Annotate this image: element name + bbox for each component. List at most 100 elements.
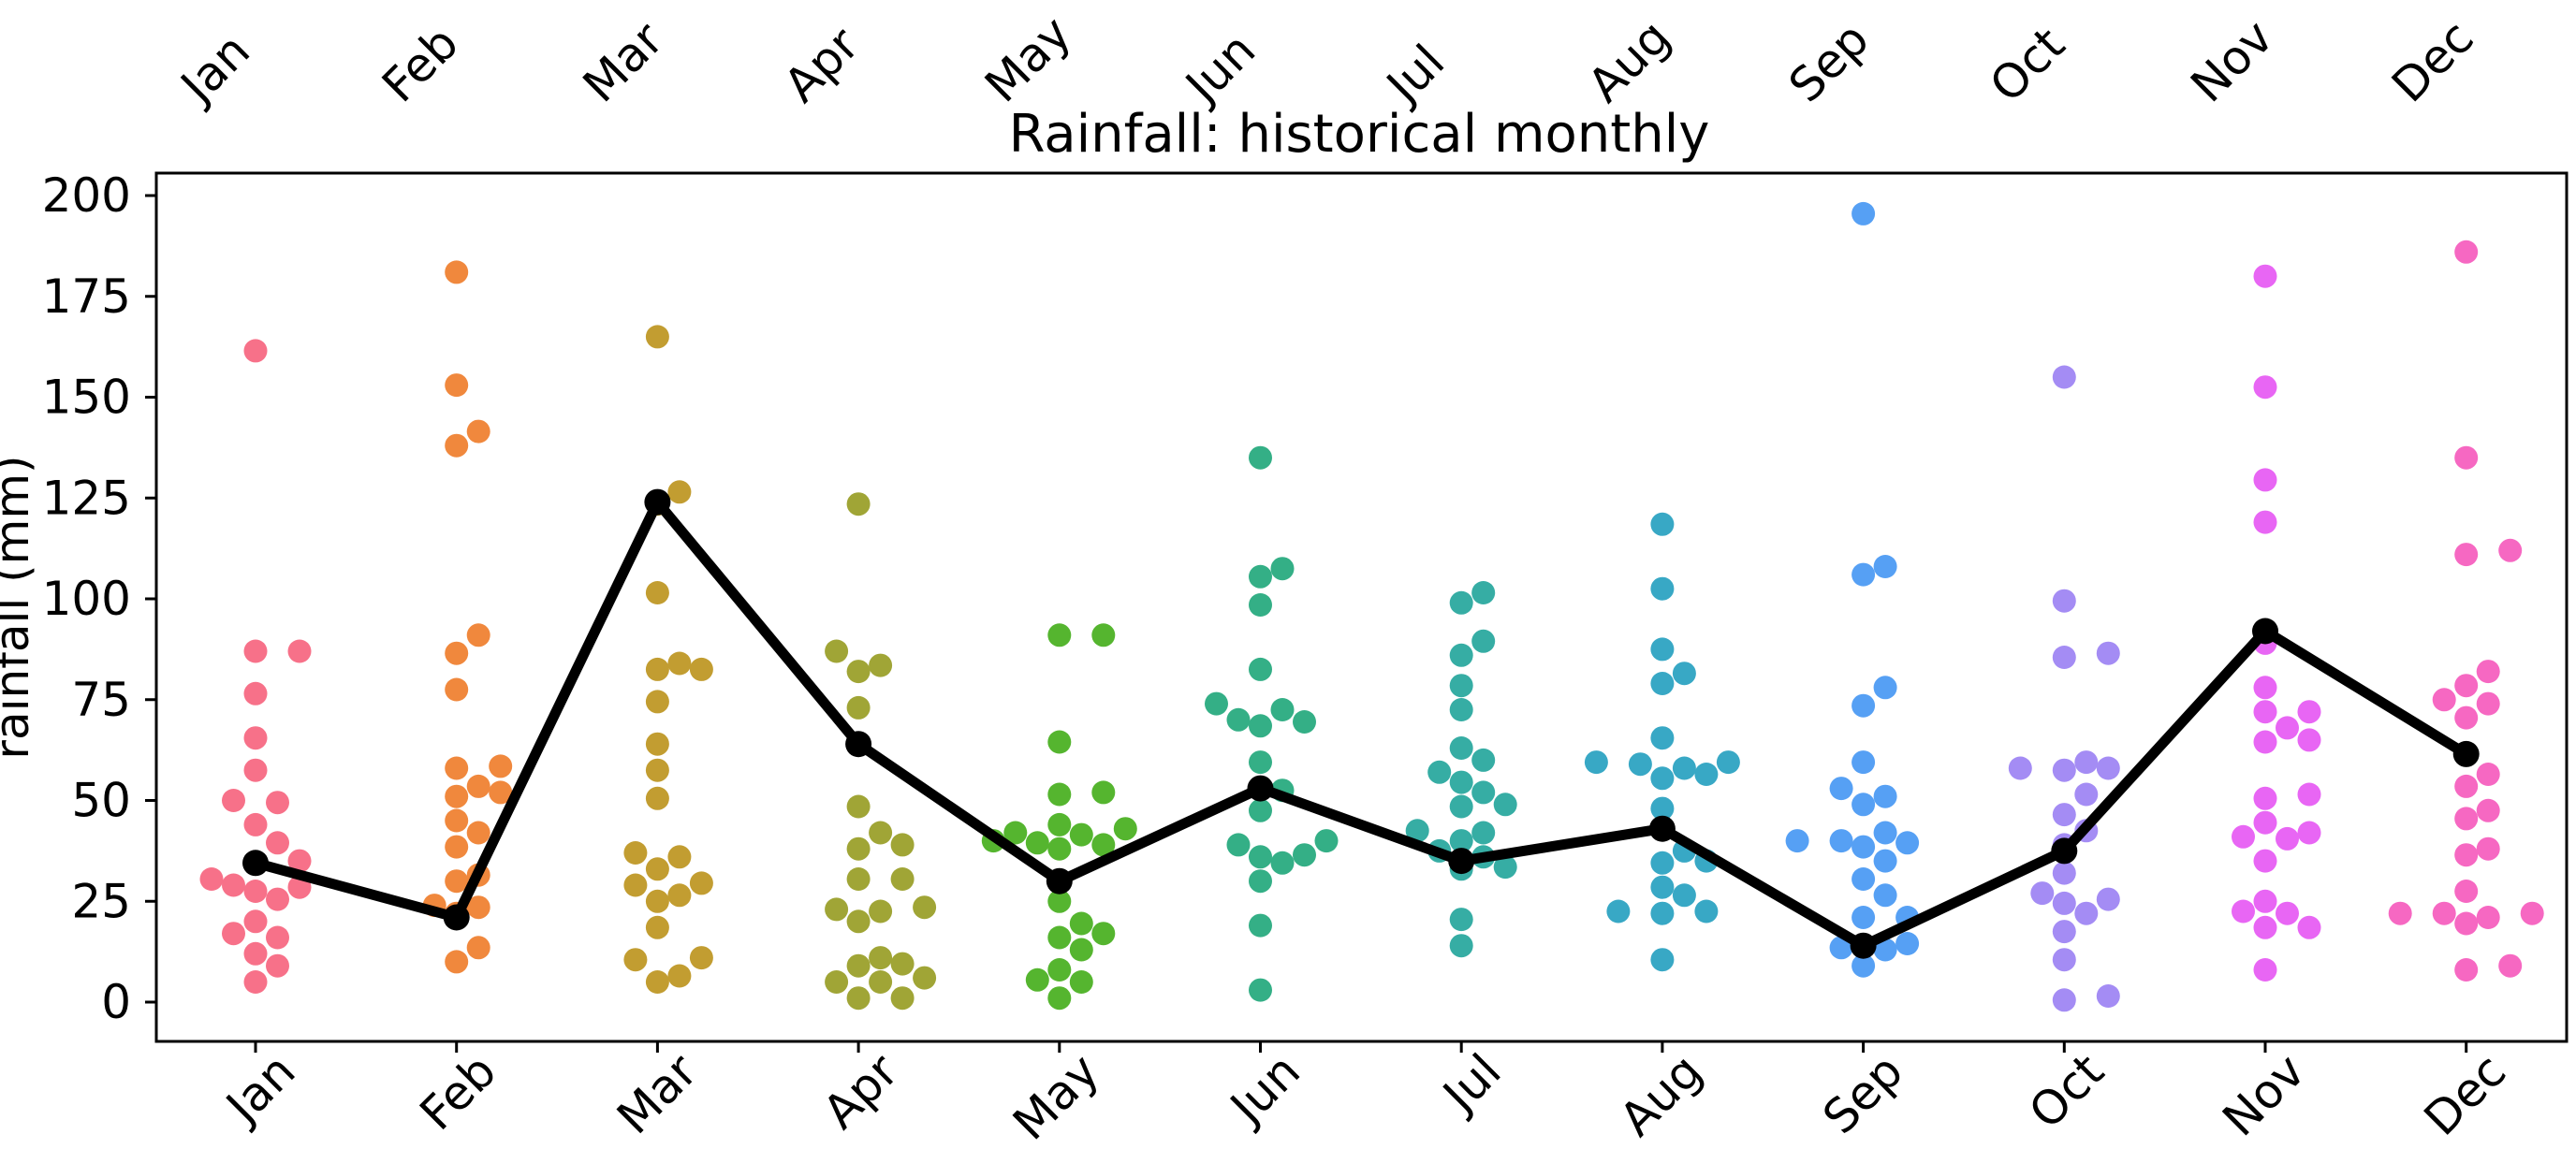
data-point-mar bbox=[645, 657, 669, 681]
data-point-jun bbox=[1293, 710, 1316, 734]
data-point-apr bbox=[846, 867, 871, 891]
mean-marker-mar bbox=[644, 488, 671, 516]
top-x-axis: Jan Feb Mar Apr May Jun Jul Aug Sep Oct Nov Dec bbox=[168, 6, 2483, 114]
mean-marker-aug bbox=[1648, 815, 1676, 842]
data-point-sep bbox=[1829, 777, 1853, 801]
data-point-oct bbox=[2052, 365, 2076, 389]
data-point-jun bbox=[1249, 869, 1272, 894]
data-point-sep bbox=[1852, 867, 1876, 891]
data-point-dec bbox=[2454, 445, 2479, 470]
data-point-jul bbox=[1471, 780, 1496, 805]
data-point-jul bbox=[1449, 908, 1473, 932]
data-point-oct bbox=[2074, 750, 2099, 775]
data-point-nov bbox=[2253, 958, 2277, 982]
data-point-apr bbox=[846, 953, 871, 978]
data-point-jun bbox=[1205, 691, 1228, 716]
data-point-may bbox=[1091, 780, 1116, 805]
data-point-may bbox=[1047, 889, 1072, 913]
data-point-dec bbox=[2432, 901, 2456, 925]
data-point-sep bbox=[1895, 932, 1920, 955]
data-point-may bbox=[1069, 822, 1093, 847]
data-point-apr bbox=[825, 897, 849, 922]
data-point-dec bbox=[2454, 543, 2479, 567]
data-point-feb bbox=[466, 821, 490, 845]
data-point-sep bbox=[1852, 953, 1876, 978]
data-point-aug bbox=[1672, 883, 1696, 908]
x-tick-label-feb: Feb bbox=[410, 1043, 507, 1141]
data-point-may bbox=[1047, 986, 1072, 1011]
data-point-jul bbox=[1449, 643, 1473, 667]
mean-marker-jun bbox=[1247, 775, 1274, 802]
data-point-dec bbox=[2476, 763, 2500, 786]
data-point-aug bbox=[1650, 851, 1675, 875]
mean-line bbox=[254, 497, 2469, 952]
data-point-mar bbox=[623, 948, 648, 972]
y-tick-label: 175 bbox=[42, 269, 131, 324]
data-point-feb bbox=[489, 780, 513, 805]
data-point-nov bbox=[2253, 264, 2277, 288]
data-point-feb bbox=[445, 641, 469, 665]
data-point-dec bbox=[2454, 880, 2479, 903]
data-point-oct bbox=[2096, 984, 2120, 1008]
data-point-jul bbox=[1471, 821, 1496, 845]
data-point-oct bbox=[2052, 948, 2076, 972]
data-point-jul bbox=[1449, 794, 1473, 819]
data-point-jun bbox=[1270, 851, 1295, 875]
data-point-mar bbox=[667, 964, 692, 988]
data-point-jan bbox=[266, 831, 289, 855]
top-tick-label-feb: Feb bbox=[372, 16, 469, 113]
data-point-apr bbox=[890, 952, 915, 976]
data-point-jan bbox=[243, 758, 268, 782]
mean-marker-sep bbox=[1850, 932, 1877, 959]
data-point-feb bbox=[445, 260, 469, 284]
data-point-jun bbox=[1249, 657, 1272, 681]
top-tick-label-sep: Sep bbox=[1778, 12, 1880, 113]
data-point-apr bbox=[846, 695, 871, 720]
top-tick-label-nov: Nov bbox=[2180, 9, 2283, 112]
data-point-jun bbox=[1249, 845, 1272, 869]
data-point-jan bbox=[243, 909, 268, 934]
data-point-sep bbox=[1895, 831, 1920, 855]
data-point-sep bbox=[1873, 555, 1897, 578]
data-point-nov bbox=[2276, 901, 2299, 925]
mean-marker-jan bbox=[242, 850, 269, 877]
data-point-jan bbox=[287, 849, 312, 873]
y-tick-label: 125 bbox=[42, 471, 131, 525]
mean-marker-jul bbox=[1448, 848, 1475, 875]
data-point-feb bbox=[445, 433, 469, 458]
data-point-mar bbox=[645, 690, 669, 714]
data-point-may bbox=[1069, 911, 1093, 936]
data-point-dec bbox=[2454, 674, 2479, 698]
data-point-mar bbox=[645, 732, 669, 756]
data-point-mar bbox=[689, 946, 713, 970]
data-point-dec bbox=[2454, 843, 2479, 867]
data-point-jul bbox=[1449, 829, 1473, 853]
data-point-oct bbox=[2052, 803, 2076, 827]
data-point-aug bbox=[1650, 796, 1675, 821]
data-point-sep bbox=[1852, 750, 1876, 775]
data-point-mar bbox=[645, 889, 669, 913]
data-point-sep bbox=[1852, 835, 1876, 859]
data-point-jun bbox=[1293, 843, 1316, 867]
data-point-feb bbox=[445, 869, 469, 894]
data-point-jun bbox=[1270, 698, 1295, 721]
data-point-sep bbox=[1873, 938, 1897, 962]
data-point-nov bbox=[2253, 375, 2277, 400]
data-point-apr bbox=[890, 986, 915, 1011]
chart-title: Rainfall: historical monthly bbox=[1009, 104, 1710, 165]
y-tick-label: 150 bbox=[42, 371, 131, 425]
top-tick-label-jan: Jan bbox=[168, 23, 260, 115]
data-point-jan bbox=[243, 339, 268, 363]
top-tick-label-may: May bbox=[974, 6, 1081, 112]
data-point-apr bbox=[846, 660, 871, 684]
data-point-may bbox=[1091, 623, 1116, 647]
data-point-jun bbox=[1249, 445, 1272, 470]
data-point-aug bbox=[1672, 756, 1696, 780]
x-tick-label-aug: Aug bbox=[1609, 1043, 1712, 1146]
y-axis-label: rainfall (mm) bbox=[0, 455, 39, 759]
data-point-dec bbox=[2454, 774, 2479, 798]
data-point-sep bbox=[1873, 676, 1897, 700]
data-point-aug bbox=[1694, 899, 1719, 924]
data-point-jul bbox=[1449, 736, 1473, 760]
